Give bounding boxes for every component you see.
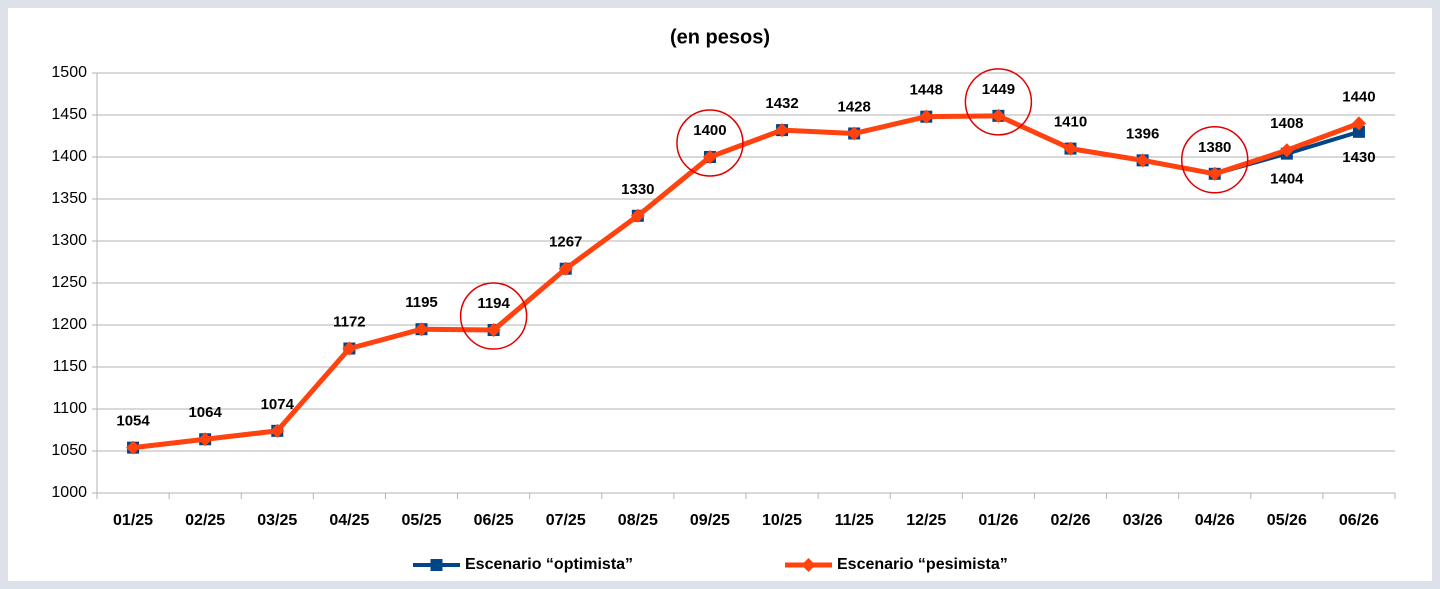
data-label: 1428 xyxy=(837,98,870,115)
data-label: 1380 xyxy=(1198,139,1231,156)
marker xyxy=(558,261,573,276)
y-tick-label: 1400 xyxy=(51,148,87,165)
x-tick-label: 10/25 xyxy=(762,512,802,529)
x-tick-label: 07/25 xyxy=(546,512,586,529)
data-label: 1172 xyxy=(333,313,366,330)
highlight-circle xyxy=(964,68,1033,136)
data-label: 1267 xyxy=(549,234,582,251)
x-tick-label: 06/25 xyxy=(474,512,514,529)
data-label: 1330 xyxy=(621,181,654,198)
x-tick-label: 01/25 xyxy=(113,512,153,529)
x-tick-label: 05/26 xyxy=(1267,512,1307,529)
x-tick-label: 02/26 xyxy=(1050,512,1090,529)
data-label: 1448 xyxy=(910,82,943,99)
marker xyxy=(702,150,717,164)
x-tick-label: 03/26 xyxy=(1123,512,1163,529)
legend-label: Escenario “optimista” xyxy=(465,556,633,573)
x-tick-label: 04/26 xyxy=(1195,512,1235,529)
y-tick-label: 1000 xyxy=(51,484,87,501)
marker xyxy=(1351,116,1366,131)
highlight-circle xyxy=(676,109,744,177)
data-label: 1400 xyxy=(693,122,726,139)
y-tick-label: 1350 xyxy=(51,190,87,207)
marker xyxy=(775,123,790,138)
legend-marker xyxy=(430,559,443,571)
x-tick-label: 11/25 xyxy=(835,512,874,529)
data-label: 1054 xyxy=(116,413,150,430)
data-label: 1396 xyxy=(1126,125,1159,142)
y-tick-label: 1200 xyxy=(51,316,87,333)
marker xyxy=(270,423,285,438)
marker xyxy=(991,108,1006,123)
marker xyxy=(1063,141,1078,156)
series-line xyxy=(132,113,1360,451)
x-tick-label: 03/25 xyxy=(257,512,297,529)
marker xyxy=(126,440,141,455)
marker xyxy=(1352,125,1365,138)
marker xyxy=(1207,166,1222,181)
marker xyxy=(847,126,862,141)
data-label: 1064 xyxy=(188,404,222,421)
marker xyxy=(486,323,501,338)
x-tick-label: 02/25 xyxy=(185,512,225,529)
chart-area xyxy=(8,8,1432,581)
marker xyxy=(198,432,213,447)
data-label: 1195 xyxy=(405,294,438,311)
y-tick-label: 1150 xyxy=(53,358,88,375)
data-label: 1194 xyxy=(477,295,510,312)
x-tick-label: 04/25 xyxy=(329,512,369,529)
y-tick-label: 1250 xyxy=(51,274,87,291)
y-tick-label: 1050 xyxy=(51,442,87,459)
x-tick-label: 06/26 xyxy=(1339,512,1379,529)
marker xyxy=(630,208,645,223)
x-tick-label: 01/26 xyxy=(978,512,1018,529)
data-label: 1404 xyxy=(1270,171,1304,188)
data-label: 1074 xyxy=(261,396,295,413)
data-label: 1430 xyxy=(1342,149,1375,166)
x-tick-label: 05/25 xyxy=(401,512,441,529)
marker xyxy=(1135,153,1150,168)
marker xyxy=(414,322,429,337)
x-tick-label: 08/25 xyxy=(618,512,658,529)
y-tick-label: 1450 xyxy=(51,106,87,123)
data-label: 1410 xyxy=(1054,114,1087,131)
x-tick-label: 12/25 xyxy=(906,512,946,529)
y-tick-label: 1100 xyxy=(53,400,88,417)
y-tick-label: 1300 xyxy=(51,232,87,249)
data-label: 1408 xyxy=(1270,115,1303,132)
y-tick-label: 1500 xyxy=(51,64,87,81)
legend-marker xyxy=(801,558,816,572)
x-tick-label: 09/25 xyxy=(690,512,730,529)
marker xyxy=(919,109,934,124)
highlight-circle xyxy=(1180,126,1249,194)
data-label: 1440 xyxy=(1342,88,1375,105)
data-label: 1432 xyxy=(765,95,798,112)
highlight-circle xyxy=(459,282,528,350)
data-label: 1449 xyxy=(982,81,1015,98)
legend-label: Escenario “pesimista” xyxy=(837,556,1008,573)
marker xyxy=(342,341,357,356)
chart-title: (en pesos) xyxy=(670,26,770,48)
marker xyxy=(1279,143,1294,158)
